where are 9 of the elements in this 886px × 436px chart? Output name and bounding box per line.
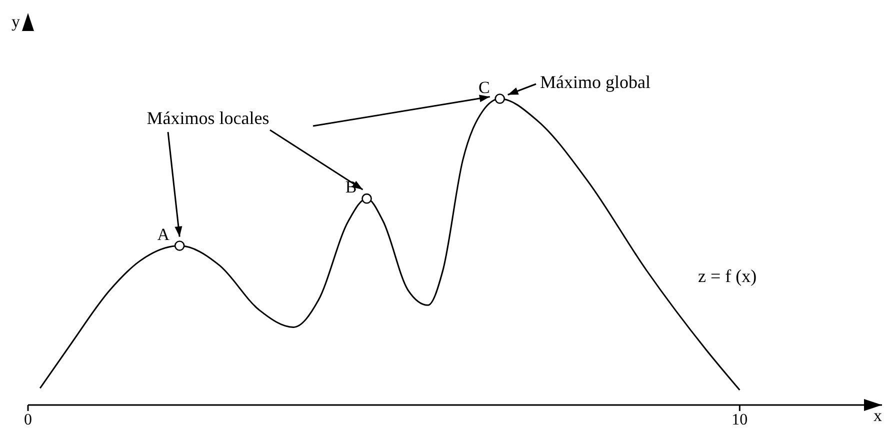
- x-tick-label: 10: [732, 411, 748, 428]
- x-axis-title: x: [874, 406, 882, 425]
- text: Máximo global: [540, 72, 650, 92]
- annotation: A: [157, 224, 170, 244]
- x-tick-label: 0: [24, 411, 32, 428]
- annotation: Máximos locales: [146, 108, 270, 128]
- annotation: z = f (x): [698, 266, 757, 286]
- y-axis-title: y: [12, 12, 20, 31]
- annotation: C: [478, 78, 490, 97]
